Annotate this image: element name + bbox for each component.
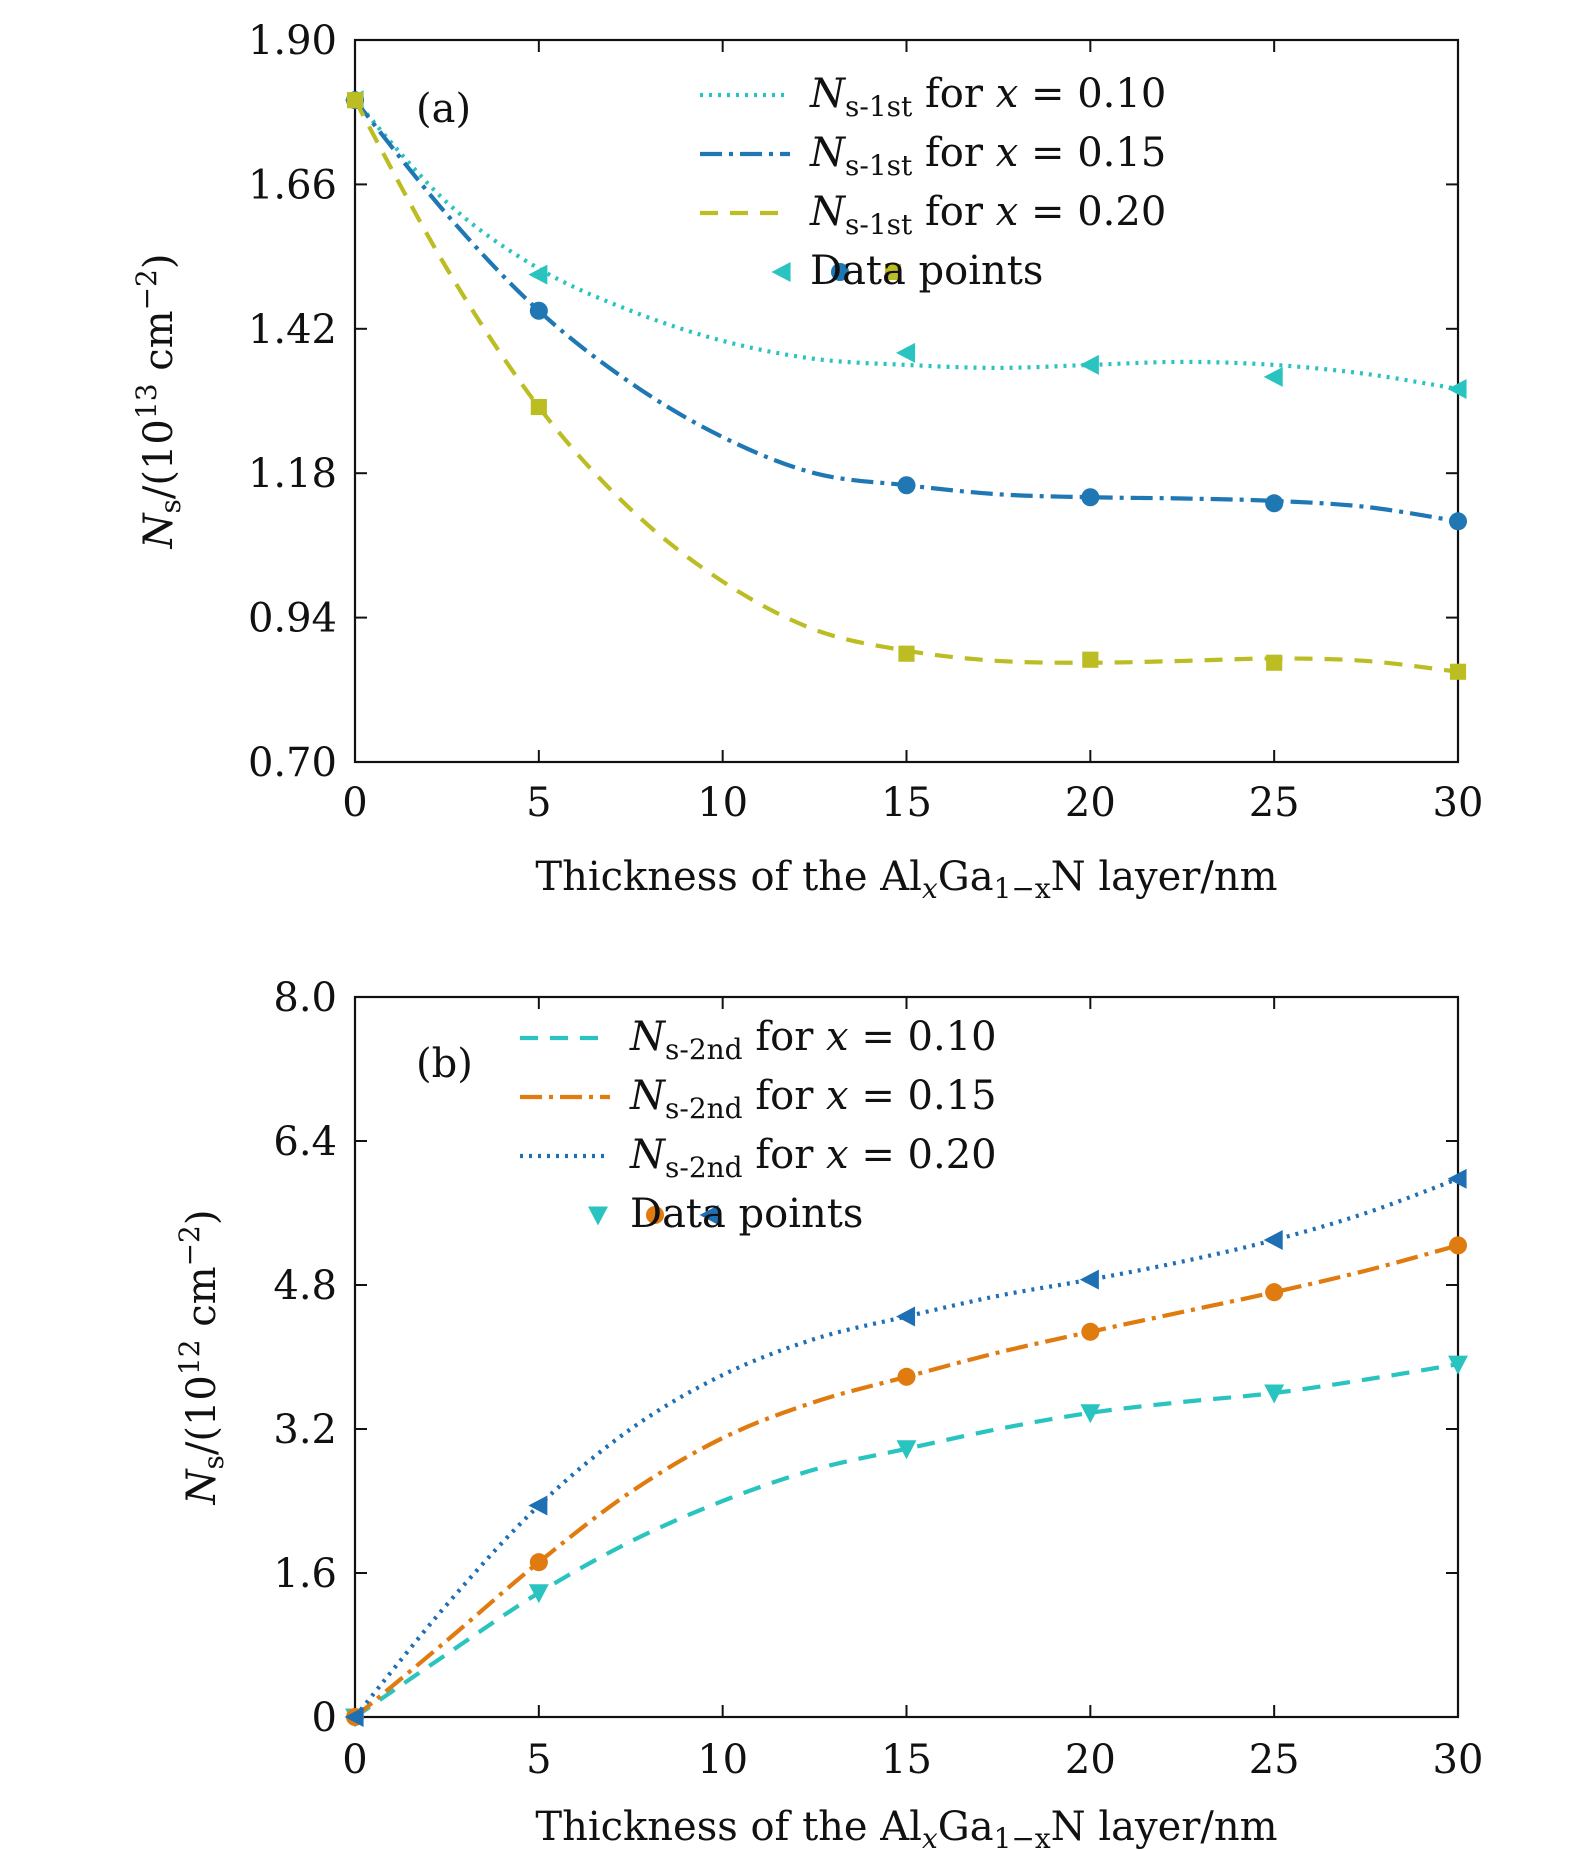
- data-point: [898, 645, 915, 662]
- series-line: [353, 1243, 1459, 1719]
- y-tick-label: 0: [312, 1695, 337, 1741]
- data-point: [1263, 366, 1283, 387]
- y-tick-label: 0.70: [248, 740, 337, 786]
- x-tick-label: 0: [342, 780, 367, 826]
- data-point: [1081, 488, 1100, 507]
- legend-entry: Ns-1st for x = 0.20: [809, 189, 1166, 241]
- data-point: [1449, 663, 1467, 680]
- series-3: [346, 92, 1467, 680]
- series-line: [353, 99, 1459, 674]
- y-tick-label: 1.18: [248, 451, 337, 497]
- x-tick-label: 10: [697, 1737, 748, 1783]
- y-tick-label: 8.0: [273, 975, 337, 1021]
- data-point: [529, 1553, 548, 1572]
- x-tick-label: 30: [1433, 1737, 1484, 1783]
- series-line: [353, 98, 1459, 392]
- data-point: [1265, 494, 1284, 513]
- x-tick-label: 25: [1249, 1737, 1300, 1783]
- data-point: [1447, 1168, 1467, 1189]
- data-point: [529, 301, 548, 320]
- data-point: [530, 398, 547, 416]
- y-tick-label: 1.42: [248, 307, 337, 353]
- y-tick-label: 0.94: [248, 596, 337, 642]
- x-tick-label: 5: [526, 1737, 551, 1783]
- data-point: [1448, 1355, 1468, 1375]
- data-point: [528, 1495, 548, 1516]
- y-tick-label: 3.2: [273, 1407, 337, 1453]
- y-axis-label: Ns/(1013 cm−2): [130, 254, 187, 550]
- legend-entry: Ns-2nd for x = 0.20: [629, 1132, 997, 1184]
- chart-panel-a: 0 5 10 15 20 25 30 0.70 0.94 1.18 1.42 1.66 1.90 Thic…: [130, 18, 1483, 905]
- series-2: [345, 1236, 1468, 1727]
- x-tick-label: 30: [1433, 780, 1484, 826]
- y-tick-label: 4.8: [273, 1263, 337, 1309]
- data-point: [897, 1367, 916, 1386]
- data-point: [896, 1306, 916, 1327]
- data-point: [1263, 1230, 1283, 1250]
- data-point: [1079, 354, 1099, 375]
- data-point: [528, 264, 548, 285]
- series-1: [344, 90, 1467, 399]
- legend-entry: Ns-2nd for x = 0.10: [629, 1014, 997, 1066]
- x-tick-label: 5: [526, 780, 551, 826]
- panel-label: (a): [416, 86, 471, 132]
- legend-entry: Ns-1st for x = 0.10: [809, 71, 1166, 123]
- series-1: [345, 1355, 1468, 1728]
- series-line: [353, 1176, 1459, 1719]
- data-point: [1264, 1384, 1285, 1404]
- x-tick-label: 20: [1065, 1737, 1116, 1783]
- data-point: [1079, 1269, 1099, 1290]
- data-point: [896, 1440, 917, 1460]
- legend-data-points-label: Data points: [630, 1191, 863, 1237]
- legend-marker: [645, 1205, 665, 1225]
- legend-marker: [884, 263, 902, 281]
- x-tick-label: 25: [1249, 780, 1300, 826]
- panel-label: (b): [416, 1041, 473, 1087]
- data-point: [1447, 378, 1467, 399]
- x-tick-label: 20: [1065, 780, 1116, 826]
- data-point: [346, 92, 364, 109]
- x-axis-label: Thickness of the AlxGa1−xN layer/nm: [535, 854, 1277, 905]
- data-point: [1081, 1322, 1100, 1341]
- legend: Ns-1st for x = 0.10 Ns-1st for x = 0.15 Ns…: [700, 71, 1166, 294]
- x-tick-label: 15: [881, 780, 932, 826]
- x-tick-label: 0: [342, 1737, 367, 1783]
- y-tick-label: 1.6: [273, 1551, 337, 1597]
- data-point: [1448, 1236, 1468, 1255]
- data-point: [897, 476, 916, 495]
- legend-marker: [830, 262, 850, 282]
- legend: Ns-2nd for x = 0.10 Ns-2nd for x = 0.15 Ns…: [520, 1014, 997, 1237]
- y-tick-label: 1.90: [248, 18, 337, 64]
- x-tick-label: 10: [697, 780, 748, 826]
- y-tick-label: 1.66: [248, 162, 337, 208]
- y-tick-label: 6.4: [273, 1119, 337, 1165]
- y-axis-label: Ns/(1012 cm−2): [173, 1210, 230, 1506]
- series-3: [344, 1168, 1467, 1727]
- x-axis-label: Thickness of the AlxGa1−xN layer/nm: [535, 1804, 1277, 1850]
- data-point: [1082, 651, 1099, 668]
- legend-marker: [771, 262, 791, 282]
- data-point: [896, 342, 916, 363]
- series-line: [353, 1362, 1459, 1719]
- data-point: [1448, 512, 1468, 531]
- data-point: [1266, 654, 1283, 671]
- data-point: [528, 1584, 549, 1604]
- legend-entry: Ns-2nd for x = 0.15: [629, 1073, 997, 1125]
- data-point: [1080, 1404, 1101, 1424]
- legend-marker: [699, 1205, 719, 1225]
- data-point: [344, 1707, 364, 1727]
- legend-entry: Ns-1st for x = 0.15: [809, 130, 1166, 182]
- x-tick-label: 15: [881, 1737, 932, 1783]
- legend-marker: [588, 1206, 608, 1226]
- legend-data-points-label: Data points: [810, 248, 1043, 294]
- data-point: [1265, 1283, 1284, 1302]
- chart-panel-b: 0 5 10 15 20 25 30 0 1.6 3.2 4.8 6.4 8.0 Thickness of…: [173, 975, 1483, 1850]
